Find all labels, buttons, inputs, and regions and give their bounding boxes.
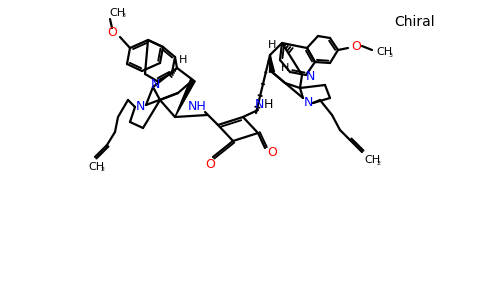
Text: Chiral: Chiral	[394, 15, 435, 29]
Text: CH: CH	[376, 47, 392, 57]
Text: N: N	[151, 77, 160, 91]
Text: $_3$: $_3$	[121, 11, 127, 20]
Text: NH: NH	[188, 100, 206, 113]
Text: O: O	[205, 158, 215, 172]
Text: CH: CH	[109, 8, 125, 18]
Text: N: N	[303, 97, 313, 110]
Text: O: O	[351, 40, 361, 52]
Text: N: N	[136, 100, 145, 113]
Text: H: H	[263, 98, 272, 110]
Text: $_2$: $_2$	[100, 166, 106, 175]
Polygon shape	[175, 79, 195, 117]
Text: CH: CH	[88, 162, 104, 172]
Text: N: N	[305, 70, 315, 83]
Text: H: H	[281, 63, 289, 73]
Text: $_3$: $_3$	[388, 50, 393, 59]
Polygon shape	[270, 55, 274, 72]
Text: H: H	[268, 40, 276, 50]
Text: N: N	[254, 98, 264, 110]
Text: O: O	[107, 26, 117, 38]
Text: H: H	[179, 55, 187, 65]
Text: O: O	[267, 146, 277, 160]
Text: CH: CH	[364, 155, 380, 165]
Text: $_2$: $_2$	[376, 158, 381, 167]
